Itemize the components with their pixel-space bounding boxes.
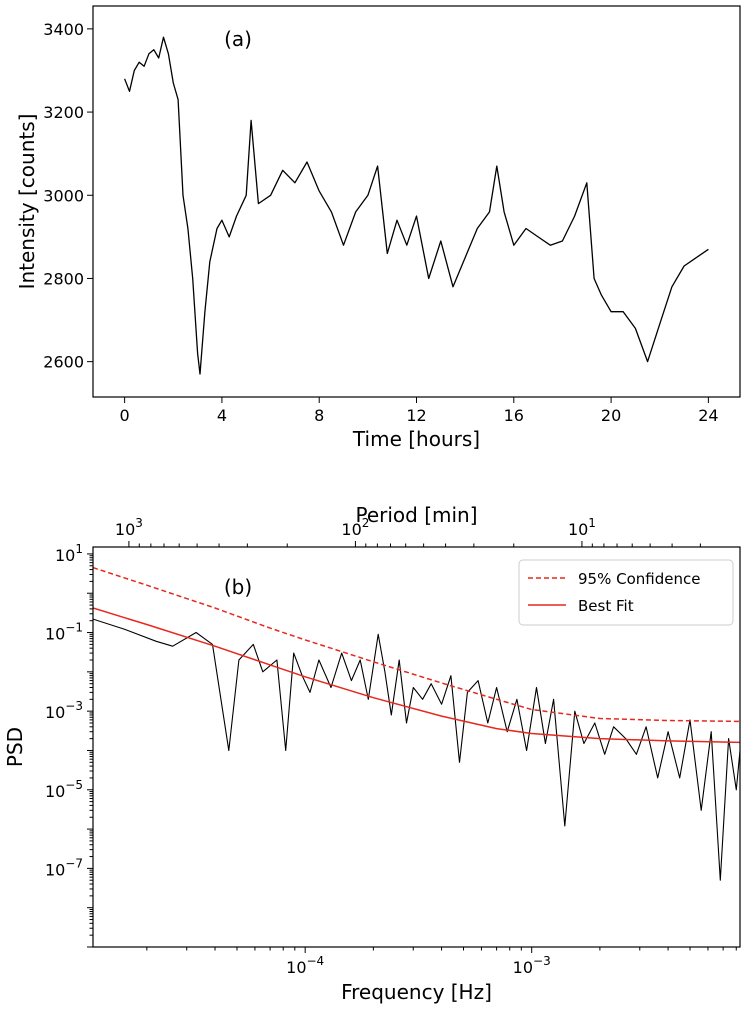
x-tick-label: 12 <box>406 406 426 425</box>
legend-box <box>518 559 734 626</box>
panel-b-label: (b) <box>224 575 252 599</box>
series-95-confidence <box>93 566 740 723</box>
legend-label-best-fit: Best Fit <box>578 597 634 615</box>
panel-a-y-ticks: 2600 2800 3000 3200 3400 <box>43 20 93 372</box>
panel-a-x-ticks: 0 4 8 12 16 20 24 <box>120 397 719 425</box>
y-tick-label: 2600 <box>43 353 84 372</box>
x-tick-label: 8 <box>314 406 324 425</box>
top-tick-label: 101 <box>568 516 596 539</box>
top-tick-label: 103 <box>115 516 143 539</box>
panel-a-y-axis-label: Intensity [counts] <box>15 114 39 290</box>
panel-b-series <box>93 566 740 881</box>
x-tick-label: 4 <box>217 406 227 425</box>
y-tick-label: 3000 <box>43 186 84 205</box>
panel-b-top-ticks: 103 102 101 <box>115 516 701 547</box>
x-tick-label: 24 <box>698 406 718 425</box>
x-tick-label: 20 <box>601 406 621 425</box>
panel-b-top-axis-label: Period [min] <box>355 503 477 527</box>
panel-b-frame <box>92 546 741 948</box>
legend-label-confidence: 95% Confidence <box>578 570 700 588</box>
x-tick-label: 16 <box>504 406 524 425</box>
panel-b: 10−4 10−3 10−7 10−5 10−3 10−1 101 103 102 101 (… <box>3 503 741 1004</box>
y-tick-label: 101 <box>55 542 83 565</box>
panel-b-x-ticks: 10−4 10−3 <box>146 947 737 977</box>
series-psd-data <box>93 618 740 881</box>
y-tick-label: 3200 <box>43 103 84 122</box>
top-tick-label: 102 <box>341 516 369 539</box>
panel-a-frame <box>92 5 741 398</box>
panel-a-label: (a) <box>224 27 252 51</box>
y-tick-label: 2800 <box>43 269 84 288</box>
x-tick-label: 0 <box>120 406 130 425</box>
panel-b-x-axis-label: Frequency [Hz] <box>341 980 492 1004</box>
y-tick-label: 10−1 <box>45 621 83 644</box>
panel-a-series-line <box>123 36 709 375</box>
y-tick-label: 3400 <box>43 20 84 39</box>
y-tick-label: 10−3 <box>45 699 83 722</box>
panel-a-series <box>123 36 709 375</box>
panel-b-y-axis-label: PSD <box>3 727 27 767</box>
panel-b-y-ticks: 10−7 10−5 10−3 10−1 101 <box>45 542 93 948</box>
y-tick-label: 10−5 <box>45 778 83 801</box>
legend: 95% Confidence Best Fit <box>518 559 734 626</box>
series-best-fit <box>93 607 740 744</box>
x-tick-label: 10−4 <box>286 954 324 977</box>
panel-a-x-axis-label: Time [hours] <box>352 427 480 451</box>
x-tick-label: 10−3 <box>513 954 551 977</box>
y-tick-label: 10−7 <box>45 856 83 879</box>
panel-a: 0 4 8 12 16 20 24 2600 2800 3000 3200 3400 (a) Tim… <box>15 5 741 451</box>
